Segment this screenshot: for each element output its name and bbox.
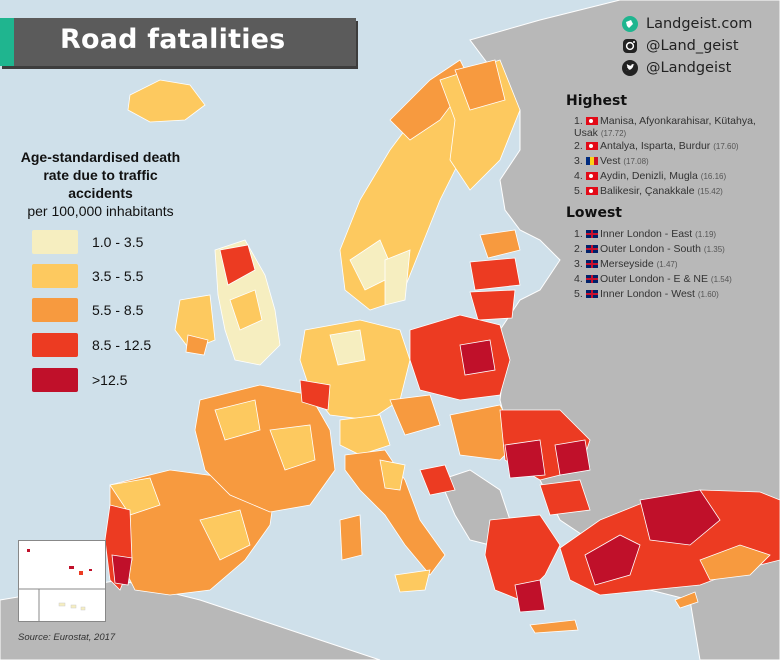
title-banner: Road fatalities xyxy=(0,18,356,66)
highest-row: 3. Vest (17.08) xyxy=(574,155,774,168)
uk-flag-icon xyxy=(586,260,598,269)
highest-heading: Highest xyxy=(566,93,628,109)
legend-item: 8.5 - 12.5 xyxy=(32,333,151,357)
turkey-flag-icon xyxy=(586,142,598,151)
rank-number: 4. xyxy=(574,273,583,285)
rank-region: Aydin, Denizli, Mugla xyxy=(600,170,698,182)
lowest-row: 3. Merseyside (1.47) xyxy=(574,258,774,271)
region-iberia xyxy=(104,469,276,596)
region-balkans xyxy=(419,404,591,516)
globe-icon xyxy=(622,16,638,32)
lowest-row: 5. Inner London - West (1.60) xyxy=(574,288,774,301)
page-title: Road fatalities xyxy=(60,24,286,55)
rank-value: (1.60) xyxy=(697,290,719,299)
rank-value: (1.54) xyxy=(710,275,732,284)
legend-swatch xyxy=(32,368,78,392)
region-uk-ireland xyxy=(174,239,281,366)
website-label: Landgeist.com xyxy=(646,16,753,32)
rank-region: Outer London - South xyxy=(600,243,701,255)
legend-title-units: per 100,000 inhabitants xyxy=(27,203,174,219)
rank-number: 4. xyxy=(574,170,583,182)
legend-swatch xyxy=(32,230,78,254)
rank-value: (1.19) xyxy=(695,230,717,239)
rank-number: 3. xyxy=(574,258,583,270)
rank-region: Inner London - East xyxy=(600,228,693,240)
highest-row: 4. Aydin, Denizli, Mugla (16.16) xyxy=(574,170,774,183)
rank-number: 1. xyxy=(574,228,583,240)
rank-value: (1.35) xyxy=(703,245,725,254)
rank-value: (17.72) xyxy=(600,129,627,138)
rank-value: (17.60) xyxy=(713,142,739,151)
uk-flag-icon xyxy=(586,245,598,254)
rank-region: Manisa, Afyonkarahisar, Kütahya, Usak xyxy=(574,115,756,139)
rank-number: 2. xyxy=(574,243,583,255)
legend-label: 5.5 - 8.5 xyxy=(92,302,144,318)
legend-title: Age-standardised death rate due to traff… xyxy=(18,148,183,220)
lowest-heading: Lowest xyxy=(566,205,622,221)
region-central-europe xyxy=(299,319,441,456)
turkey-flag-icon xyxy=(586,187,598,196)
legend-title-main: Age-standardised death rate due to traff… xyxy=(20,149,181,201)
region-baltics xyxy=(469,229,521,321)
legend-item: 3.5 - 5.5 xyxy=(32,264,143,288)
rank-number: 5. xyxy=(574,288,583,300)
rank-region: Antalya, Isparta, Burdur xyxy=(600,140,711,152)
legend-label: >12.5 xyxy=(92,372,128,388)
legend-swatch xyxy=(32,298,78,322)
rank-region: Inner London - West xyxy=(600,288,695,300)
rank-number: 2. xyxy=(574,140,583,152)
region-italy xyxy=(339,449,446,593)
region-cyprus xyxy=(674,591,699,609)
islands-inset-map xyxy=(18,540,106,622)
rank-value: (16.16) xyxy=(700,172,727,181)
highest-row: 5. Balikesir, Çanakkale (15.42) xyxy=(574,185,774,198)
rank-number: 3. xyxy=(574,155,583,167)
region-france xyxy=(194,384,336,513)
region-poland xyxy=(409,314,511,401)
twitter-icon xyxy=(622,60,638,76)
legend-label: 3.5 - 5.5 xyxy=(92,268,144,284)
highest-row: 2. Antalya, Isparta, Burdur (17.60) xyxy=(574,140,774,153)
twitter-label: @Landgeist xyxy=(646,60,732,76)
social-website[interactable]: Landgeist.com xyxy=(622,16,752,32)
inset-islands-graphic xyxy=(19,549,105,621)
legend-swatch xyxy=(32,264,78,288)
source-note: Source: Eurostat, 2017 xyxy=(18,632,116,643)
region-scandinavia xyxy=(339,59,521,311)
social-instagram[interactable]: @Land_geist xyxy=(622,38,739,54)
rank-value: (15.42) xyxy=(697,187,723,196)
title-accent-bar xyxy=(0,18,14,66)
highest-row: 1. Manisa, Afyonkarahisar, Kütahya, Usak … xyxy=(574,115,774,140)
legend-swatch xyxy=(32,333,78,357)
rank-number: 1. xyxy=(574,115,583,127)
rank-number: 5. xyxy=(574,185,583,197)
lowest-row: 2. Outer London - South (1.35) xyxy=(574,243,774,256)
region-iceland xyxy=(127,79,206,123)
instagram-label: @Land_geist xyxy=(646,38,739,54)
legend-item: 5.5 - 8.5 xyxy=(32,298,143,322)
legend-item: >12.5 xyxy=(32,368,127,392)
turkey-flag-icon xyxy=(586,117,598,126)
lowest-row: 4. Outer London - E & NE (1.54) xyxy=(574,273,774,286)
rank-region: Outer London - E & NE xyxy=(600,273,708,285)
region-turkey xyxy=(559,489,780,596)
uk-flag-icon xyxy=(586,275,598,284)
social-twitter[interactable]: @Landgeist xyxy=(622,60,731,76)
legend-label: 1.0 - 3.5 xyxy=(92,234,144,250)
region-greece xyxy=(484,514,579,634)
rank-value: (1.47) xyxy=(656,260,678,269)
rank-region: Merseyside xyxy=(600,258,654,270)
lowest-row: 1. Inner London - East (1.19) xyxy=(574,228,774,241)
legend-item: 1.0 - 3.5 xyxy=(32,230,143,254)
rank-region: Vest xyxy=(600,155,621,167)
turkey-flag-icon xyxy=(586,172,598,181)
legend-label: 8.5 - 12.5 xyxy=(92,337,152,353)
romania-flag-icon xyxy=(586,157,598,166)
rank-value: (17.08) xyxy=(623,157,649,166)
instagram-icon xyxy=(623,39,637,53)
uk-flag-icon xyxy=(586,290,598,299)
rank-region: Balikesir, Çanakkale xyxy=(600,185,695,197)
uk-flag-icon xyxy=(586,230,598,239)
